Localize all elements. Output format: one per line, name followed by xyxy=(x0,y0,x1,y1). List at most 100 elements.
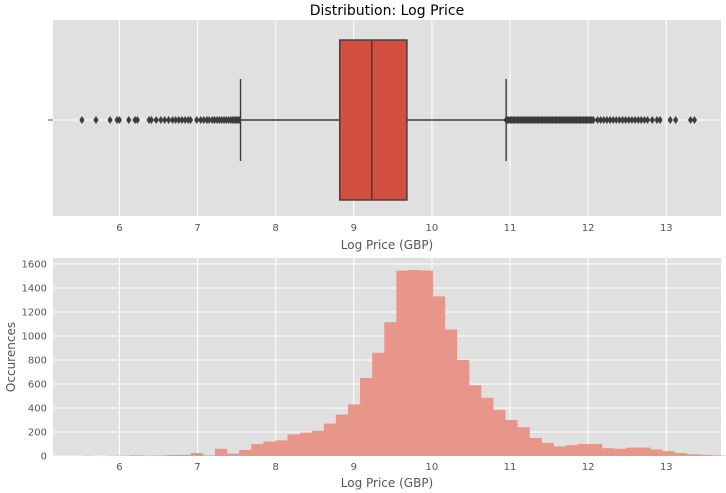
histogram-bar xyxy=(202,455,216,456)
outlier-point xyxy=(607,116,613,124)
outlier-point xyxy=(613,116,619,124)
box-plot-x-tick-label: 13 xyxy=(660,223,673,234)
outlier-point xyxy=(153,116,159,124)
histogram-x-tick-label: 7 xyxy=(194,462,200,473)
outlier-point xyxy=(610,116,616,124)
histogram-y-tick-label: 200 xyxy=(28,428,47,439)
outlier-point xyxy=(158,116,164,124)
histogram-bar xyxy=(577,444,591,456)
outlier-point xyxy=(206,116,212,124)
histogram-panel: 6 7 8 9 10 11 12 13 0 200 400 600 800 1000 1200 1400 16… xyxy=(4,258,726,490)
outlier-point xyxy=(644,116,651,124)
outlier-point xyxy=(626,116,632,124)
histogram-bar xyxy=(674,453,687,456)
histogram-y-tick-label: 600 xyxy=(28,380,47,391)
histogram-bar xyxy=(384,322,397,456)
histogram-bars xyxy=(81,270,726,456)
histogram-x-tick-label: 6 xyxy=(116,462,122,473)
outlier-point xyxy=(134,116,140,124)
histogram-x-tick-label: 10 xyxy=(426,462,439,473)
histogram-bar xyxy=(227,453,240,456)
outlier-point xyxy=(638,116,644,124)
histogram-bar xyxy=(432,296,446,456)
box-plot-x-ticks: 6 7 8 9 10 11 12 13 xyxy=(116,223,672,234)
histogram-x-tick-label: 8 xyxy=(272,462,278,473)
histogram-bar xyxy=(420,270,433,456)
histogram-bar xyxy=(444,329,458,456)
histogram-bar xyxy=(698,454,712,456)
histogram-bar xyxy=(335,414,349,456)
histogram-y-tick-label: 1200 xyxy=(22,308,47,319)
outlier-point xyxy=(687,116,694,124)
histogram-y-tick-label: 800 xyxy=(28,356,47,367)
box-plot-panel: 6 7 8 9 10 11 12 13 Distribution: Log Price Log… xyxy=(48,3,721,252)
histogram-bar xyxy=(372,352,385,456)
box-plot-x-tick-label: 12 xyxy=(582,223,595,234)
histogram-bar xyxy=(505,420,518,456)
histogram-bar xyxy=(614,448,627,456)
histogram-bar xyxy=(589,444,603,456)
histogram-bar xyxy=(553,446,566,456)
histogram-bar xyxy=(650,449,663,456)
histogram-bar xyxy=(396,270,409,456)
histogram-bar xyxy=(529,438,542,456)
outlier-point xyxy=(691,116,698,124)
histogram-bar xyxy=(541,442,554,456)
outlier-point xyxy=(116,116,123,124)
outlier-point xyxy=(629,116,635,124)
histogram-bar xyxy=(468,385,482,456)
outlier-point xyxy=(598,116,604,124)
histogram-x-tick-label: 12 xyxy=(582,462,595,473)
histogram-bar xyxy=(275,440,288,456)
histogram-bar xyxy=(493,409,506,456)
histogram-bar xyxy=(347,404,361,456)
histogram-bar xyxy=(190,453,204,456)
histogram-bar xyxy=(360,378,373,456)
outlier-point xyxy=(236,116,242,124)
box-plot-x-tick-label: 7 xyxy=(194,223,200,234)
outlier-point xyxy=(198,116,204,124)
histogram-bar xyxy=(166,455,179,456)
histogram-bar xyxy=(299,432,312,456)
outlier-point xyxy=(601,116,607,124)
histogram-bar xyxy=(662,451,675,456)
outlier-point xyxy=(194,116,200,124)
histogram-y-axis-label: Occurences xyxy=(4,322,18,392)
histogram-bar xyxy=(311,430,325,456)
histogram-bar xyxy=(178,454,192,456)
outlier-point xyxy=(673,116,679,124)
outlier-point xyxy=(590,116,596,124)
outlier-point xyxy=(173,116,179,124)
histogram-bar xyxy=(239,450,252,456)
histogram-bar xyxy=(481,397,494,456)
histogram-x-tick-label: 11 xyxy=(504,462,517,473)
histogram-bar xyxy=(251,444,264,456)
histogram-x-ticks: 6 7 8 9 10 11 12 13 xyxy=(116,462,672,473)
histogram-x-tick-label: 9 xyxy=(351,462,357,473)
outlier-point xyxy=(107,116,113,124)
box-plot-x-tick-label: 10 xyxy=(426,223,439,234)
outlier-point xyxy=(162,116,168,124)
histogram-bar xyxy=(130,455,143,456)
outlier-point xyxy=(632,116,638,124)
box-plot-x-tick-label: 11 xyxy=(504,223,517,234)
box-plot-x-tick-label: 8 xyxy=(272,223,278,234)
outlier-point xyxy=(654,116,660,124)
outlier-point xyxy=(594,116,601,124)
outlier-point xyxy=(126,116,132,124)
box-plot-x-tick-label: 9 xyxy=(351,223,357,234)
outlier-point xyxy=(657,116,663,124)
histogram-bar xyxy=(456,360,470,456)
outlier-point xyxy=(667,116,673,124)
histogram-bar xyxy=(638,447,651,456)
histogram-x-tick-label: 13 xyxy=(660,462,673,473)
outlier-point xyxy=(148,116,155,124)
histogram-bar xyxy=(517,427,530,456)
histogram-bar xyxy=(601,448,615,456)
outlier-point xyxy=(649,116,655,124)
histogram-bar xyxy=(686,454,700,456)
outlier-point xyxy=(182,116,188,124)
outlier-point xyxy=(93,116,99,124)
histogram-y-tick-label: 0 xyxy=(41,452,47,463)
